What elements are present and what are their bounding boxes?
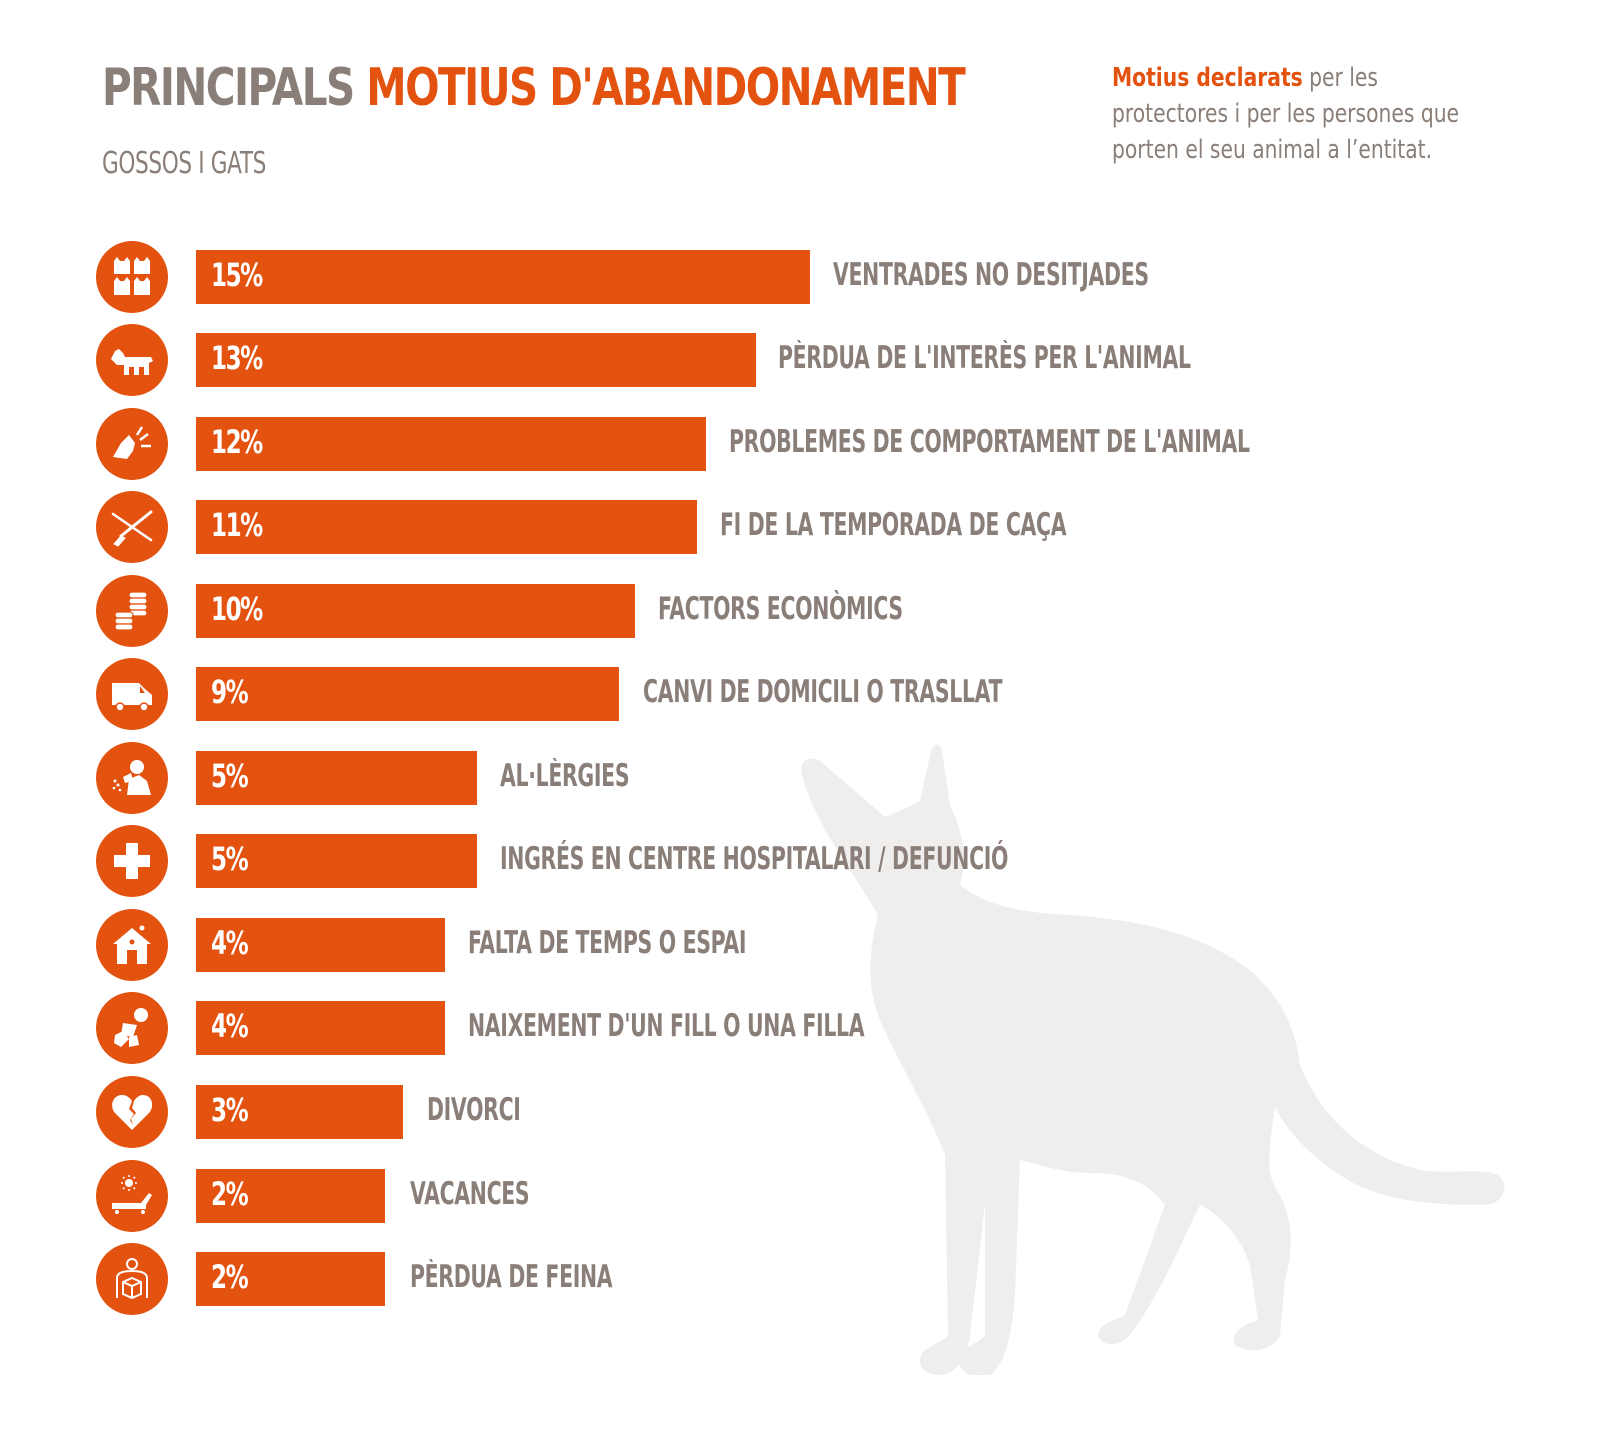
bar-label: PÈRDUA DE FEINA (410, 1259, 613, 1295)
bar-label: FALTA DE TEMPS O ESPAI (468, 925, 747, 961)
bar-label: FI DE LA TEMPORADA DE CAÇA (720, 507, 1067, 543)
source-note-highlight: Motius declarats (1112, 63, 1303, 93)
chart-subtitle: GOSSOS I GATS (102, 146, 267, 181)
four-kittens-icon (96, 241, 168, 313)
bar-label: PROBLEMES DE COMPORTAMENT DE L'ANIMAL (729, 424, 1250, 460)
bar-label: DIVORCI (427, 1092, 521, 1128)
crossed-shotgun-icon (96, 491, 168, 563)
house-icon (96, 909, 168, 981)
title-part-orange: MOTIUS D'ABANDONAMENT (366, 58, 966, 118)
bar-label: VENTRADES NO DESITJADES (833, 257, 1149, 293)
bar: 2% (196, 1169, 385, 1223)
barking-dog-icon (96, 408, 168, 480)
bar-value: 4% (211, 924, 249, 962)
source-note-text: per les protectores i per les persones q… (1112, 63, 1460, 165)
bar: 3% (196, 1085, 403, 1139)
bar-value: 13% (211, 339, 263, 377)
dog-icon (96, 324, 168, 396)
bar: 5% (196, 834, 477, 888)
sneezing-person-icon (96, 742, 168, 814)
chart-title: PRINCIPALS MOTIUS D'ABANDONAMENT (102, 50, 966, 126)
sunbed-icon (96, 1160, 168, 1232)
bar: 4% (196, 918, 445, 972)
bar: 5% (196, 751, 477, 805)
baby-icon (96, 992, 168, 1064)
bar-value: 12% (211, 423, 263, 461)
bar-value: 2% (211, 1175, 249, 1213)
person-with-box-icon (96, 1243, 168, 1315)
bar-value: 5% (211, 757, 249, 795)
bar-value: 3% (211, 1091, 249, 1129)
bar-value: 4% (211, 1007, 249, 1045)
bar-label: CANVI DE DOMICILI O TRASLLAT (643, 674, 1003, 710)
medical-cross-icon (96, 825, 168, 897)
bar: 12% (196, 417, 706, 471)
bar: 10% (196, 584, 635, 638)
bar-label: PÈRDUA DE L'INTERÈS PER L'ANIMAL (778, 340, 1191, 376)
bar: 4% (196, 1001, 445, 1055)
bar-value: 9% (211, 673, 249, 711)
bar: 11% (196, 500, 697, 554)
bar-label: VACANCES (410, 1176, 530, 1212)
bar-value: 15% (211, 256, 263, 294)
bar-value: 2% (211, 1258, 249, 1296)
bar-value: 11% (211, 506, 263, 544)
truck-icon (96, 658, 168, 730)
bar-label: AL·LÈRGIES (500, 758, 630, 794)
bar-label: NAIXEMENT D'UN FILL O UNA FILLA (468, 1008, 865, 1044)
bar: 2% (196, 1252, 385, 1306)
bar-label: INGRÉS EN CENTRE HOSPITALARI / DEFUNCIÓ (500, 841, 1009, 877)
cat-silhouette-icon (801, 744, 1505, 1375)
bar: 15% (196, 250, 810, 304)
broken-heart-icon (96, 1076, 168, 1148)
bar-label: FACTORS ECONÒMICS (658, 591, 903, 627)
bar: 13% (196, 333, 756, 387)
bar-value: 10% (211, 590, 263, 628)
source-note: Motius declarats per les protectores i p… (1112, 60, 1463, 168)
coins-icon (96, 575, 168, 647)
bar-value: 5% (211, 840, 249, 878)
bar: 9% (196, 667, 619, 721)
title-part-gray: PRINCIPALS (102, 58, 355, 118)
